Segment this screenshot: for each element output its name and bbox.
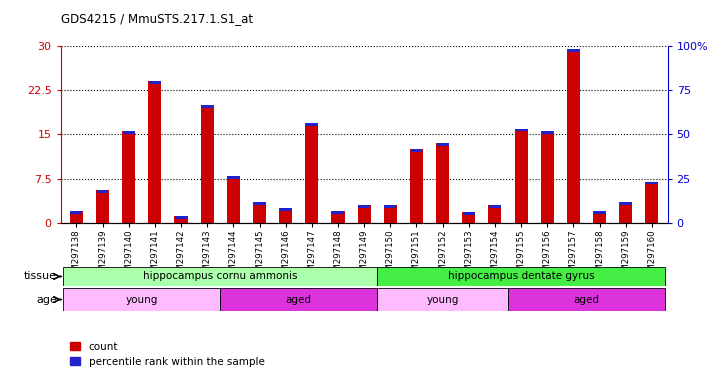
Text: aged: aged: [573, 295, 600, 305]
Bar: [410, 149, 423, 223]
Bar: [568, 49, 579, 52]
Bar: [201, 105, 213, 223]
Bar: [227, 175, 240, 223]
Bar: [358, 205, 370, 208]
Bar: [220, 288, 377, 311]
Bar: [488, 205, 501, 223]
Text: GDS4215 / MmuSTS.217.1.S1_at: GDS4215 / MmuSTS.217.1.S1_at: [61, 12, 253, 25]
Legend: count, percentile rank within the sample: count, percentile rank within the sample: [66, 338, 269, 371]
Bar: [279, 208, 292, 223]
Bar: [462, 212, 476, 223]
Text: young: young: [126, 295, 158, 305]
Bar: [306, 122, 318, 126]
Bar: [437, 143, 448, 146]
Bar: [228, 175, 239, 179]
Bar: [174, 216, 188, 223]
Text: tissue: tissue: [24, 271, 57, 281]
Bar: [384, 205, 396, 208]
Bar: [306, 122, 318, 223]
Bar: [515, 129, 528, 223]
Bar: [411, 149, 423, 152]
Bar: [541, 131, 553, 134]
Bar: [64, 288, 220, 311]
Bar: [619, 202, 633, 223]
Bar: [149, 81, 161, 84]
Bar: [540, 131, 554, 223]
Bar: [332, 211, 344, 214]
Bar: [123, 131, 135, 134]
Bar: [593, 211, 606, 223]
Bar: [377, 288, 508, 311]
Bar: [463, 212, 475, 215]
Bar: [567, 49, 580, 223]
Bar: [331, 211, 345, 223]
Bar: [71, 211, 82, 214]
Bar: [436, 143, 449, 223]
Bar: [175, 216, 187, 218]
Bar: [149, 81, 161, 223]
Bar: [253, 202, 266, 223]
Bar: [593, 211, 605, 214]
Bar: [358, 205, 371, 223]
Bar: [620, 202, 632, 205]
Bar: [96, 190, 109, 223]
Bar: [64, 267, 377, 286]
Bar: [377, 267, 665, 286]
Text: hippocampus dentate gyrus: hippocampus dentate gyrus: [448, 271, 595, 281]
Bar: [646, 182, 658, 184]
Text: young: young: [426, 295, 459, 305]
Bar: [645, 182, 658, 223]
Bar: [253, 202, 266, 205]
Bar: [122, 131, 135, 223]
Bar: [383, 205, 397, 223]
Bar: [489, 205, 501, 208]
Text: age: age: [36, 295, 57, 305]
Bar: [516, 129, 527, 131]
Bar: [96, 190, 109, 193]
Text: hippocampus cornu ammonis: hippocampus cornu ammonis: [143, 271, 298, 281]
Text: aged: aged: [286, 295, 312, 305]
Bar: [280, 208, 291, 211]
Bar: [508, 288, 665, 311]
Bar: [201, 105, 213, 108]
Bar: [70, 211, 83, 223]
